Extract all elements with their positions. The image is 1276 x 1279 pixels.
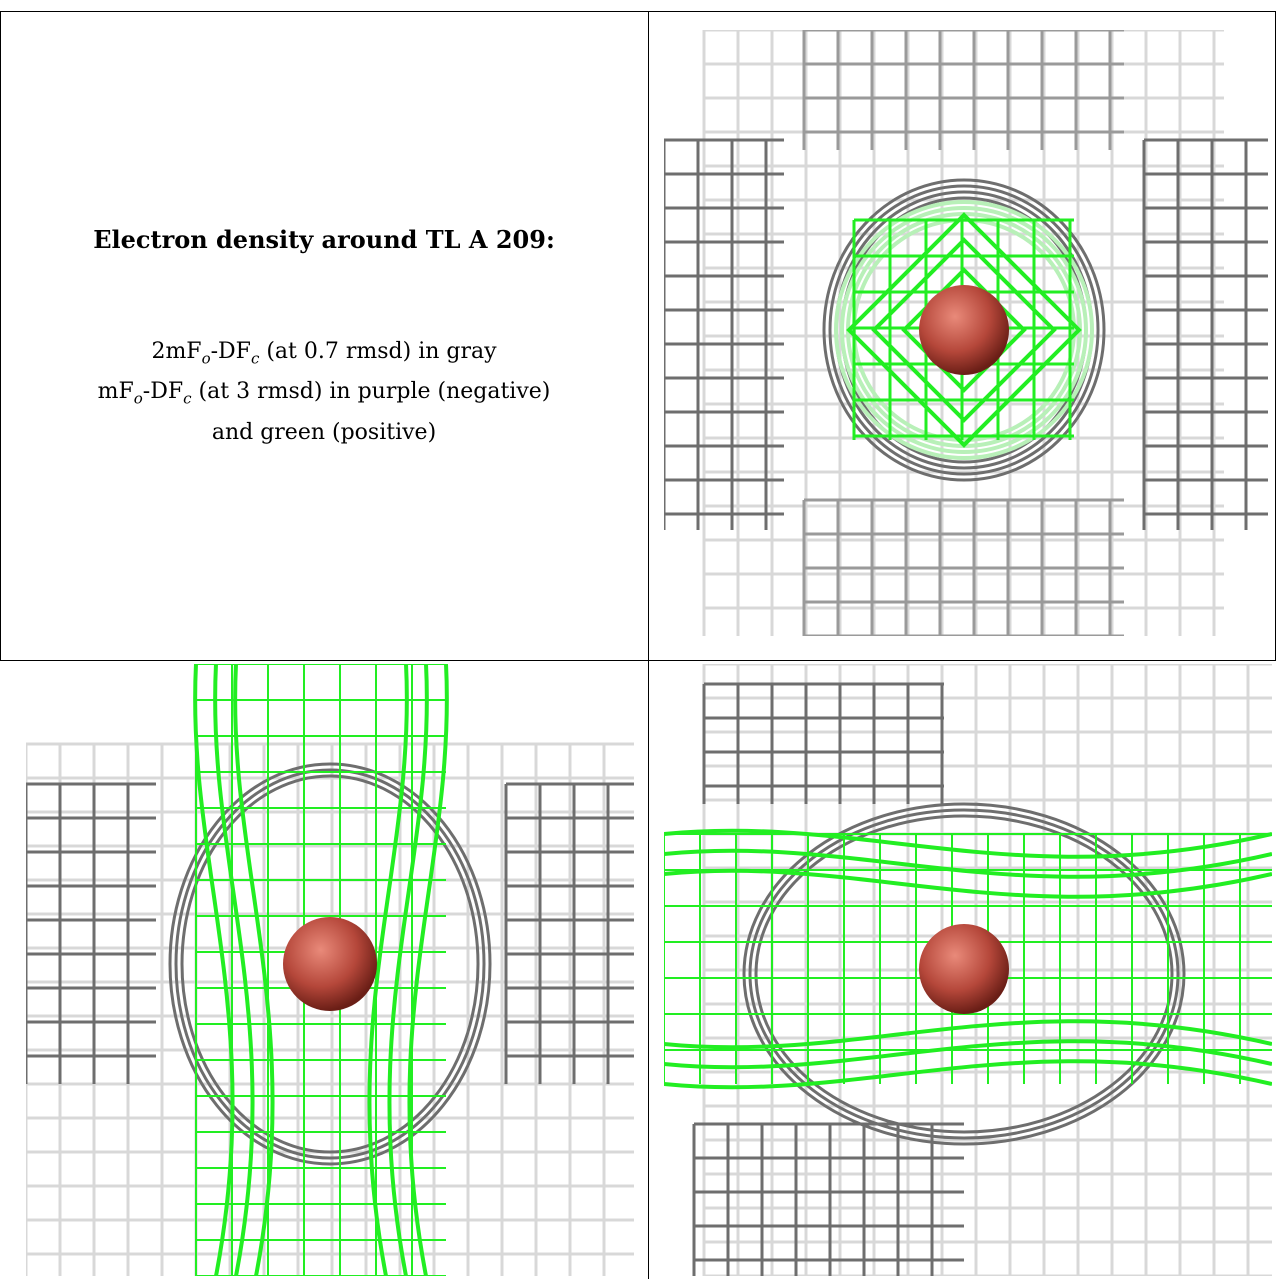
legend-line-mfo-dfc: mFo-DFc (at 3 rmsd) in purple (negative): [97, 379, 551, 408]
legend-text: 2mFo-DFc (at 0.7 rmsd) in gray mFo-DFc (…: [0, 335, 648, 450]
tl-atom-sphere: [919, 285, 1009, 375]
figure-title: Electron density around TL A 209:: [93, 225, 555, 254]
right-mesh-lobe: [1142, 138, 1268, 530]
frame-mid-vertical: [648, 11, 649, 1279]
green-tube-grid: [195, 664, 446, 1276]
green-tube-grid: [664, 833, 1272, 1084]
tl-atom-sphere: [919, 924, 1009, 1014]
density-panel-side-horizontal: [664, 664, 1272, 1276]
frame-top: [0, 11, 1276, 12]
top-mesh-lobe: [802, 30, 1124, 150]
central-gray-shell: [742, 802, 1186, 1146]
left-mesh-lobe: [26, 782, 156, 1084]
mesh-view-3: [664, 664, 1272, 1276]
mesh-view-1: [664, 30, 1268, 636]
central-gray-shell: [168, 762, 492, 1166]
left-mesh-lobe: [664, 138, 784, 530]
density-panel-side-vertical: [26, 664, 634, 1276]
bottom-mesh-lobe: [802, 498, 1124, 636]
bottom-left-mesh-lobe: [692, 1122, 964, 1276]
density-panel-top-view: [664, 30, 1268, 636]
caption-cell: Electron density around TL A 209: 2mFo-D…: [0, 11, 648, 660]
legend-line-colors: and green (positive): [211, 419, 437, 445]
frame-left: [0, 11, 1, 661]
tl-atom-sphere: [283, 917, 377, 1011]
top-left-mesh-lobe: [702, 682, 944, 804]
frame-mid-horizontal: [0, 660, 1276, 661]
mesh-view-2: [26, 664, 634, 1276]
right-mesh-lobe: [504, 782, 634, 1084]
legend-line-2mfo-dfc: 2mFo-DFc (at 0.7 rmsd) in gray: [151, 339, 497, 368]
